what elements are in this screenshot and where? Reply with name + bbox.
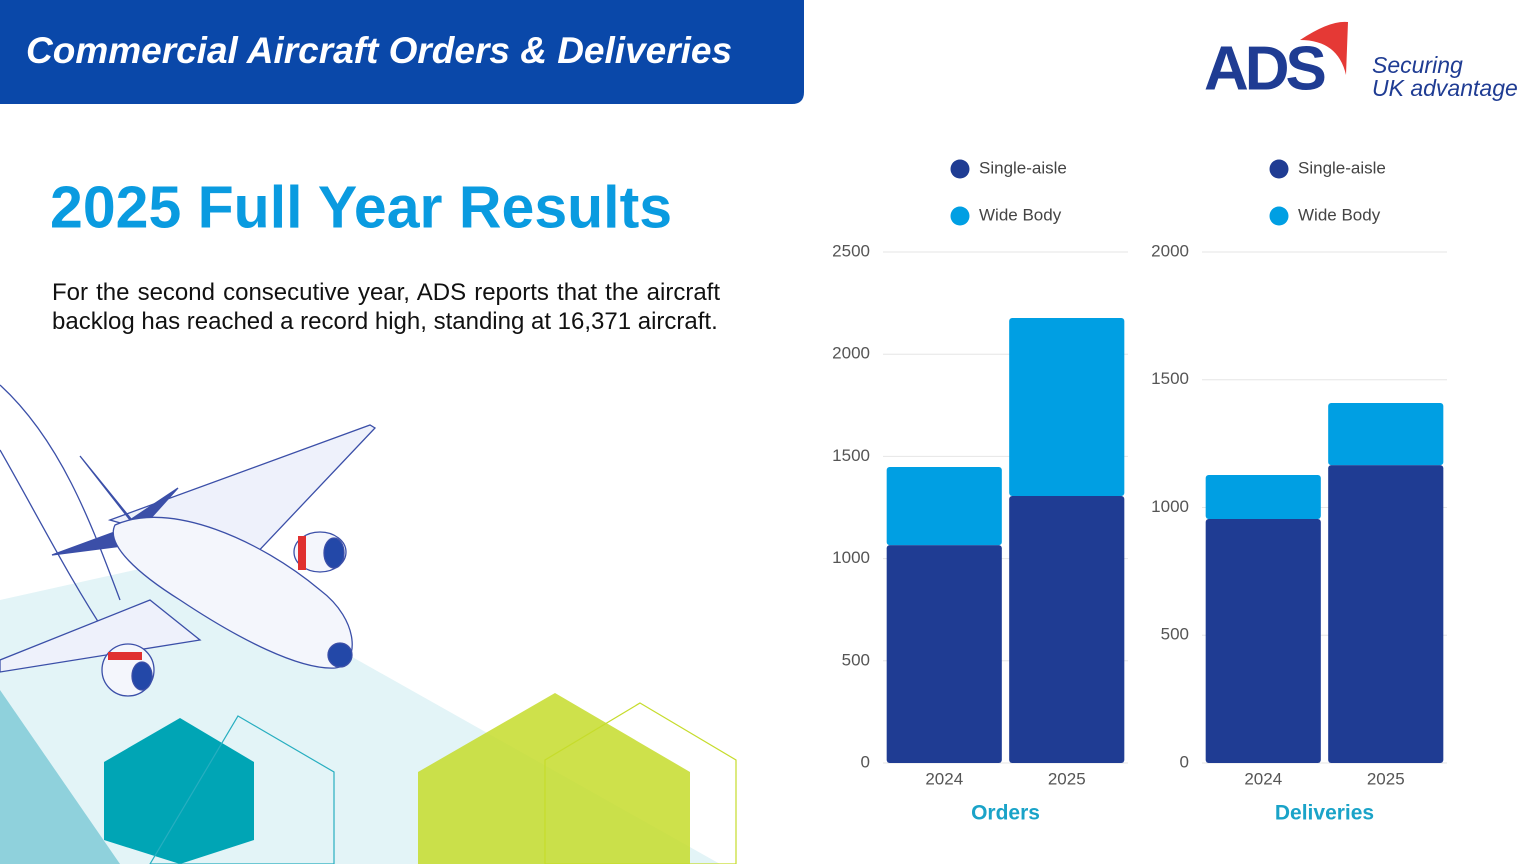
bar-segment — [886, 467, 1002, 546]
legend-label: Single-aisle — [979, 158, 1067, 177]
logo-tagline: Securing — [1372, 52, 1463, 78]
y-tick-label: 2500 — [832, 241, 870, 260]
x-tick-label: 2025 — [1048, 769, 1086, 788]
x-axis-title: Orders — [971, 802, 1040, 825]
hexagon-outline — [149, 715, 335, 864]
legend-label: Wide Body — [979, 205, 1062, 224]
header-bar — [0, 0, 804, 104]
logo-tagline: UK advantage — [1372, 75, 1518, 101]
logo-swoosh — [1300, 21, 1348, 75]
y-tick-label: 1500 — [832, 446, 870, 465]
y-tick-label: 0 — [1180, 752, 1189, 771]
bar-segment — [1009, 496, 1125, 763]
y-tick-label: 2000 — [1151, 241, 1189, 260]
bar-segment — [886, 545, 1002, 763]
heading: 2025 Full Year Results — [50, 175, 672, 241]
bar-segment — [1205, 475, 1321, 519]
y-tick-label: 1000 — [1151, 497, 1189, 516]
x-tick-label: 2024 — [925, 769, 963, 788]
legend-label: Wide Body — [1298, 205, 1381, 224]
hexagon-outline — [544, 702, 737, 864]
x-axis-title: Deliveries — [1275, 802, 1374, 825]
legend-marker — [950, 206, 970, 226]
legend-label: Single-aisle — [1298, 158, 1386, 177]
x-tick-label: 2025 — [1367, 769, 1405, 788]
y-tick-label: 0 — [861, 752, 870, 771]
y-tick-label: 1000 — [832, 548, 870, 567]
y-tick-label: 1500 — [1151, 369, 1189, 388]
bar-segment — [1328, 403, 1444, 466]
hexagon — [418, 693, 690, 864]
bar-segment — [1009, 318, 1125, 497]
legend-marker — [1269, 159, 1289, 179]
legend-marker — [1269, 206, 1289, 226]
y-tick-label: 2000 — [832, 344, 870, 363]
logo-text: ADS — [1204, 34, 1325, 103]
header-title: Commercial Aircraft Orders & Deliveries — [26, 30, 732, 71]
backdrop-shape — [0, 690, 120, 864]
bar-segment — [1328, 465, 1444, 763]
legend-marker — [950, 159, 970, 179]
bar-segment — [1205, 518, 1321, 763]
y-tick-label: 500 — [1161, 625, 1189, 644]
x-tick-label: 2024 — [1244, 769, 1282, 788]
y-tick-label: 500 — [842, 650, 870, 669]
body-text: For the second consecutive year, ADS rep… — [52, 279, 720, 335]
hexagon — [104, 718, 254, 864]
airplane-illustration — [0, 384, 377, 697]
